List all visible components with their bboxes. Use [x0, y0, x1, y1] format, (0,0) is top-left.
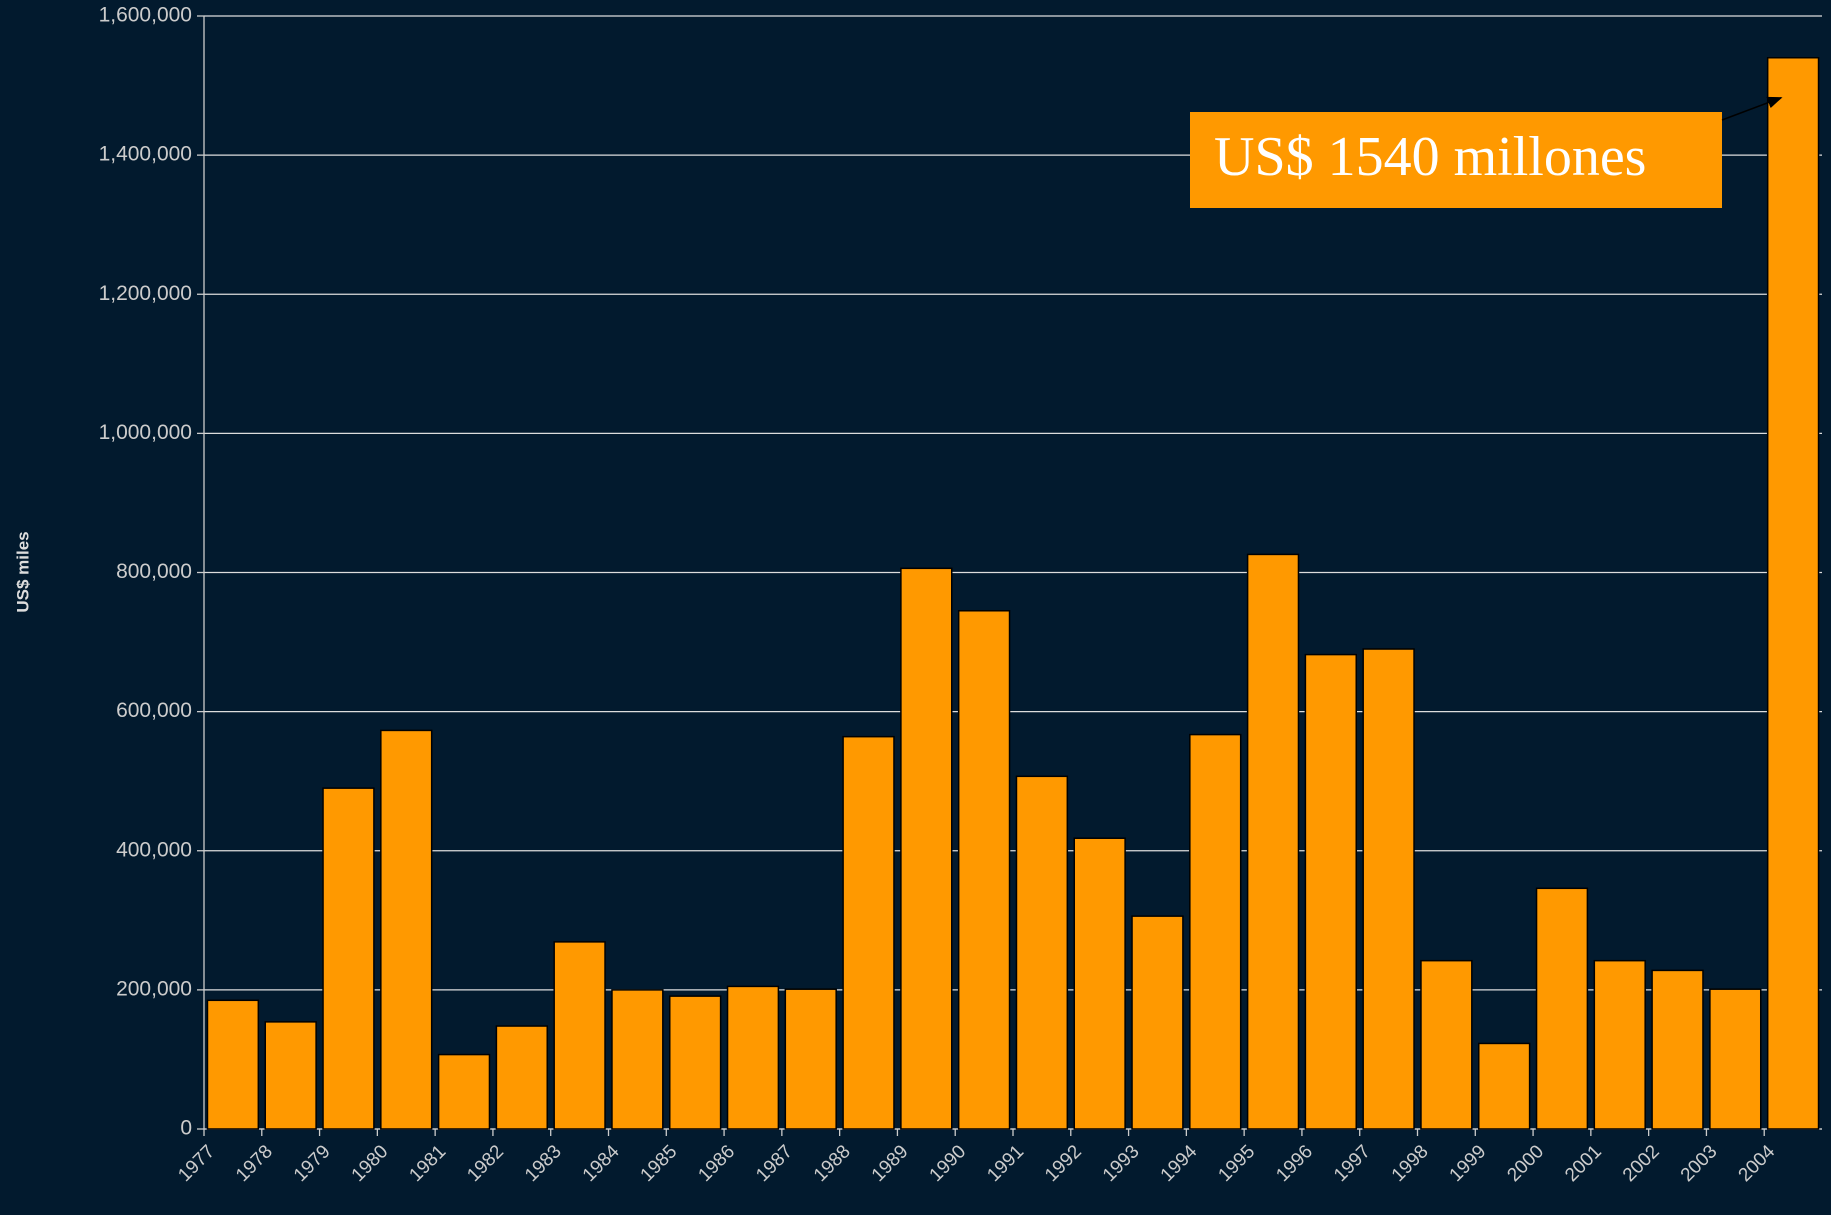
bar — [1709, 988, 1762, 1130]
bar — [726, 985, 780, 1130]
bar — [1362, 648, 1415, 1130]
y-tick-label: 1,200,000 — [99, 282, 192, 305]
bar — [1015, 775, 1069, 1130]
bar — [842, 735, 895, 1130]
bar — [553, 941, 606, 1130]
bar — [1304, 653, 1357, 1130]
bar — [206, 999, 260, 1130]
y-tick-label: 0 — [180, 1117, 192, 1140]
bar — [1593, 959, 1646, 1130]
bar — [957, 610, 1011, 1130]
y-tick-label: 200,000 — [116, 977, 192, 1000]
y-tick-label: 1,400,000 — [99, 143, 192, 166]
bar — [1073, 837, 1126, 1130]
bar — [437, 1053, 491, 1130]
bar — [264, 1021, 317, 1130]
bar — [1189, 733, 1242, 1130]
y-tick-label: 600,000 — [116, 699, 192, 722]
bar — [1766, 56, 1820, 1130]
annotation-arrow — [1721, 96, 1783, 121]
y-tick-label: 400,000 — [116, 838, 192, 861]
bar — [1651, 969, 1704, 1130]
y-tick-label: 1,600,000 — [99, 4, 192, 27]
bar — [495, 1025, 548, 1130]
y-tick-label: 800,000 — [116, 560, 192, 583]
y-tick-label: 1,000,000 — [99, 421, 192, 444]
bar — [669, 995, 722, 1130]
bar — [1131, 915, 1184, 1130]
bar — [380, 729, 433, 1130]
annotation: US$ 1540 millones — [1214, 126, 1646, 188]
bar — [900, 567, 953, 1130]
bar — [322, 787, 375, 1130]
bar — [784, 988, 837, 1130]
bar — [1246, 553, 1300, 1130]
bar — [1478, 1042, 1531, 1130]
bar — [611, 989, 664, 1130]
y-axis-label: US$ miles — [13, 531, 32, 612]
bar — [1420, 959, 1473, 1130]
bar — [1535, 887, 1589, 1130]
annotation-box — [1190, 112, 1722, 208]
